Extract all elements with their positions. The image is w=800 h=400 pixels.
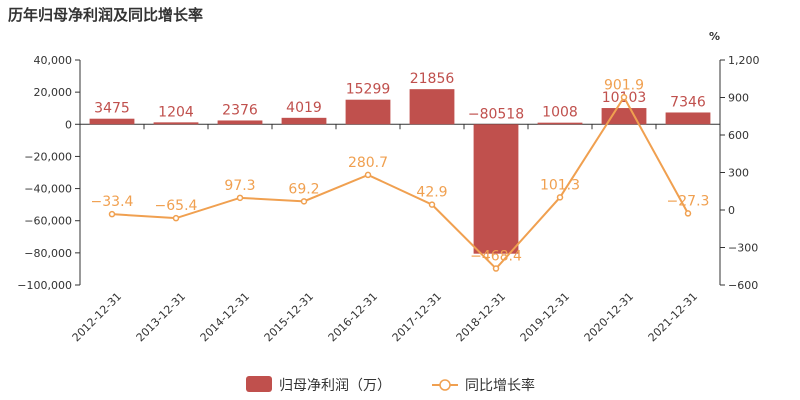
bar xyxy=(473,124,519,254)
bar-value-label: 3475 xyxy=(94,101,130,117)
legend-bar-swatch xyxy=(246,376,272,392)
y-right-tick-label: 300 xyxy=(728,167,749,180)
chart-title: 历年归母净利润及同比增长率 xyxy=(8,6,204,24)
bar-value-label: 4019 xyxy=(286,100,322,116)
line-value-label: 42.9 xyxy=(416,185,447,201)
x-tick-label: 2016-12-31 xyxy=(326,290,380,344)
bar xyxy=(409,89,455,125)
line-value-label: 97.3 xyxy=(224,178,255,194)
y-left-tick-label: −80,000 xyxy=(24,247,72,260)
x-tick-label: 2017-12-31 xyxy=(390,290,444,344)
legend-line-marker xyxy=(439,379,451,391)
x-tick-label: 2019-12-31 xyxy=(518,290,572,344)
y-right-tick-label: 900 xyxy=(728,92,749,105)
x-tick-label: 2015-12-31 xyxy=(262,290,316,344)
x-tick-label: 2014-12-31 xyxy=(198,290,252,344)
legend-line-label: 同比增长率 xyxy=(465,377,535,394)
line-point xyxy=(364,171,372,179)
y-left-tick-label: −40,000 xyxy=(24,183,72,196)
line-value-label: 101.3 xyxy=(540,177,580,193)
legend-bar-label: 归母净利润（万） xyxy=(279,377,391,394)
bar-value-label: 2376 xyxy=(222,102,258,118)
line-value-label: 280.7 xyxy=(348,155,388,171)
bar-value-label: 15299 xyxy=(346,82,391,98)
bar xyxy=(345,99,391,125)
line-point xyxy=(108,210,116,218)
y-right-tick-label: −300 xyxy=(728,242,758,255)
line-point xyxy=(236,194,244,202)
line-point xyxy=(620,94,628,101)
bar xyxy=(217,120,263,125)
line-value-label: 901.9 xyxy=(604,77,644,93)
line-point xyxy=(556,194,564,201)
y-left-tick-label: 0 xyxy=(65,118,72,131)
line-point xyxy=(172,214,180,222)
x-tick-label: 2018-12-31 xyxy=(454,290,508,344)
x-tick-label: 2012-12-31 xyxy=(70,290,124,344)
y-left-tick-label: −20,000 xyxy=(24,150,72,163)
y-right-tick-label: 1,200 xyxy=(728,54,760,67)
y-left-tick-label: 20,000 xyxy=(34,86,73,99)
bar xyxy=(281,117,327,125)
x-tick-label: 2020-12-31 xyxy=(582,290,636,344)
line-point xyxy=(300,198,308,205)
y-right-tick-label: 600 xyxy=(728,129,749,142)
growth-line xyxy=(111,95,689,271)
line-value-label: −468.4 xyxy=(470,249,522,265)
line-point xyxy=(492,265,500,272)
y-left-tick-label: 40,000 xyxy=(34,54,73,67)
line-value-label: 69.2 xyxy=(288,181,319,197)
bar-value-label: 1204 xyxy=(158,104,194,120)
y-right-tick-label: −600 xyxy=(728,279,758,292)
y-left-tick-label: −100,000 xyxy=(17,279,72,292)
y-left-tick-label: −60,000 xyxy=(24,215,72,228)
line-value-label: −27.3 xyxy=(667,193,710,209)
line-point xyxy=(684,210,692,217)
bar xyxy=(601,108,647,125)
bar-value-label: 21856 xyxy=(410,71,455,87)
bar xyxy=(89,118,135,125)
bar xyxy=(153,122,199,125)
line-point xyxy=(428,201,436,208)
x-tick-label: 2013-12-31 xyxy=(134,290,188,344)
bar-value-label: −80518 xyxy=(468,106,524,122)
line-value-label: −65.4 xyxy=(155,198,198,214)
line-value-label: −33.4 xyxy=(91,194,134,210)
bar-value-label: 7346 xyxy=(670,94,706,110)
bar xyxy=(665,112,711,125)
y-right-tick-label: 0 xyxy=(728,204,735,217)
bar xyxy=(537,122,583,125)
bar-value-label: 1008 xyxy=(542,105,578,121)
y-right-unit-label: % xyxy=(709,30,720,43)
x-tick-label: 2021-12-31 xyxy=(646,290,700,344)
